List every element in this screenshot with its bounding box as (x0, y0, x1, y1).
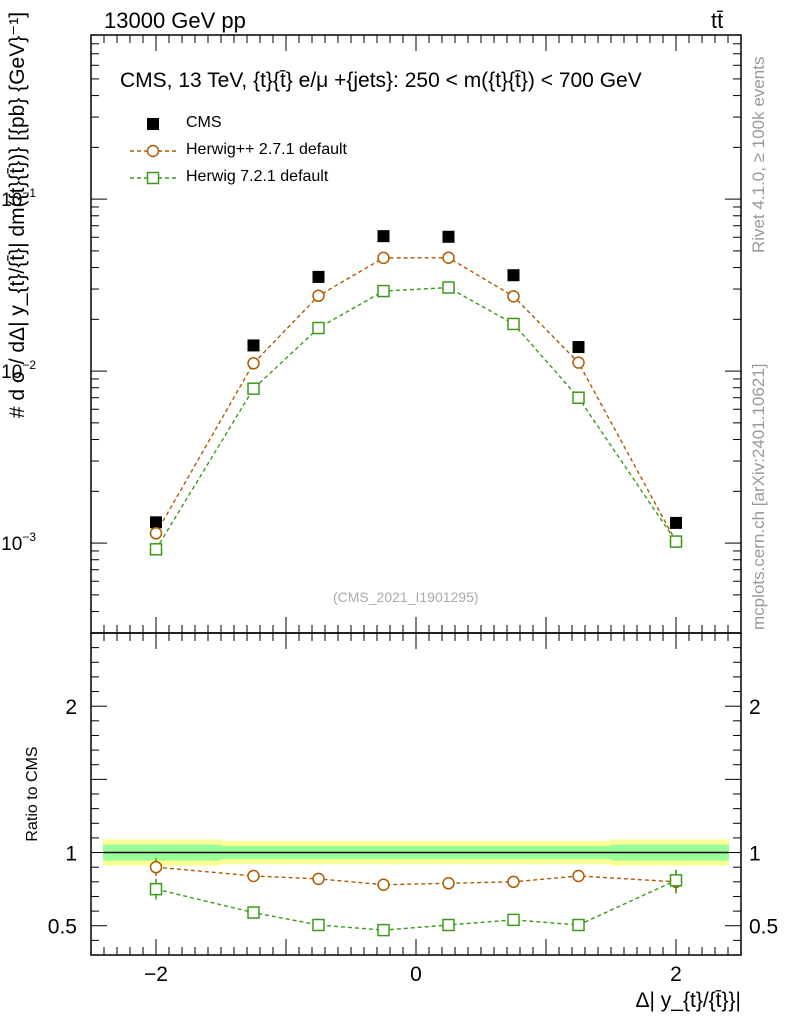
data-point-main-2 (669, 535, 683, 548)
data-point-ratio-1 (312, 872, 325, 886)
data-point-main-2 (507, 317, 520, 331)
data-point-main-0 (670, 516, 682, 529)
legend-label-herwig7: Herwig 7.2.1 default (186, 168, 329, 185)
data-point-main-1 (507, 290, 520, 303)
data-point-ratio-2 (247, 906, 260, 919)
data-point-main-2 (312, 321, 325, 335)
ratio-series-line-2 (155, 879, 677, 931)
data-point-main-0 (377, 230, 390, 243)
data-point-main-1 (572, 356, 585, 369)
data-point-ratio-1 (149, 860, 163, 874)
series-line-1 (155, 257, 677, 542)
mcplots-credit-label: mcplots.cern.ch [arXiv:2401.10621] (749, 363, 768, 630)
data-point-ratio-2 (669, 874, 683, 887)
x-axis-title: Δ| y_{t}/{t̄}}| (635, 989, 741, 1012)
data-point-main-1 (149, 527, 163, 540)
main-plot-title: CMS, 13 TeV, {t}{t̄} e/μ +{jets}: 250 < … (120, 69, 642, 92)
data-point-main-1 (377, 251, 390, 265)
process-label: tt̄ (711, 8, 724, 33)
y-tick-label-exponent: −1 (22, 186, 36, 200)
data-point-ratio-1 (442, 877, 455, 890)
y-tick-label-ratio-left: 0.5 (48, 916, 77, 939)
y-tick-label-exponent: −2 (22, 358, 36, 372)
data-point-main-2 (247, 382, 260, 395)
data-point-ratio-2 (572, 918, 585, 932)
data-point-main-0 (312, 270, 325, 283)
data-point-main-2 (377, 284, 390, 298)
data-point-ratio-1 (247, 869, 260, 883)
main-y-axis-title: # d σ / dΔ| y_{t}/{t̄}| dm({t}{t̄})} [{p… (6, 12, 29, 418)
legend-marker (147, 118, 159, 130)
y-tick-label-ratio-left: 1 (65, 843, 77, 866)
data-point-main-2 (149, 543, 163, 556)
series-line-2 (155, 286, 677, 550)
data-point-main-1 (247, 357, 260, 370)
rivet-version-label: Rivet 4.1.0, ≥ 100k events (749, 56, 768, 253)
data-point-ratio-1 (572, 869, 585, 883)
data-point-main-1 (442, 251, 455, 265)
energy-label: 13000 GeV pp (104, 8, 246, 33)
data-point-main-2 (442, 281, 455, 294)
data-point-ratio-1 (377, 878, 390, 891)
y-tick-label-ratio-right: 2 (749, 696, 761, 719)
x-tick-label: 0 (410, 963, 422, 986)
y-tick-label-ratio-left: 2 (65, 696, 77, 719)
ratio-series-line-1 (155, 866, 677, 886)
ratio-plot-frame (90, 632, 742, 956)
data-point-main-1 (312, 289, 325, 303)
data-point-main-0 (572, 341, 585, 354)
data-point-ratio-2 (442, 918, 455, 932)
data-point-main-0 (150, 516, 162, 529)
data-point-ratio-2 (377, 923, 390, 937)
data-point-ratio-2 (312, 918, 325, 932)
x-tick-label: 2 (670, 963, 682, 986)
data-point-main-0 (442, 230, 455, 243)
legend-marker (146, 171, 160, 185)
data-point-main-2 (572, 391, 585, 404)
data-point-ratio-2 (507, 913, 520, 927)
analysis-watermark: (CMS_2021_I1901295) (333, 589, 479, 605)
ratio-y-axis-title: Ratio to CMS (24, 746, 41, 841)
y-tick-label-ratio-right: 1 (749, 843, 761, 866)
y-tick-label-exponent: −3 (22, 530, 36, 544)
data-point-main-0 (247, 339, 260, 352)
legend-label-cms: CMS (186, 114, 222, 131)
y-tick-label-main: 10−3 (1, 530, 36, 555)
data-point-ratio-2 (149, 882, 163, 896)
x-tick-label: −2 (144, 963, 168, 986)
data-point-ratio-1 (507, 875, 520, 889)
legend-marker (146, 144, 160, 158)
data-point-main-0 (507, 269, 520, 282)
legend-label-herwigpp: Herwig++ 2.7.1 default (186, 141, 347, 158)
y-tick-label-ratio-right: 0.5 (749, 916, 778, 939)
